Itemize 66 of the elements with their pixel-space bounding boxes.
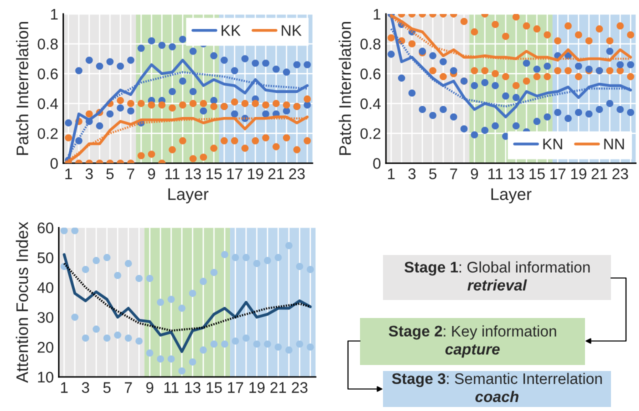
x-tick-label: 3	[408, 168, 416, 180]
x-tick-label: 1	[65, 168, 72, 180]
y-tick-label: 30	[38, 312, 54, 323]
x-tick-label: 15	[206, 168, 222, 180]
x-tick-label: 5	[106, 168, 114, 180]
x-tick-label: 21	[268, 168, 284, 180]
text: Stage 3: Semantic Interrelation coach	[392, 372, 602, 402]
x-tick-label: 9	[470, 168, 478, 180]
x-tick-label: 17	[228, 382, 244, 393]
x-tick-label: 7	[127, 168, 134, 180]
y-tick-label: 50	[38, 252, 54, 264]
y-tick-label: 1	[374, 9, 380, 20]
y-tick-label: 0.2	[38, 128, 58, 140]
text: Stage 2: Key information capture	[388, 325, 556, 358]
x-tick-label: 7	[124, 382, 132, 393]
legend-label: KN	[543, 138, 562, 150]
x-tick-label: 7	[450, 168, 458, 180]
legend-label: NN	[604, 138, 624, 150]
x-axis-title: Layer	[168, 188, 208, 204]
x-tick-label: 17	[227, 168, 242, 180]
x-tick-label: 5	[429, 168, 436, 180]
y-axis-title: Patch Interrelation	[16, 22, 28, 155]
x-tick-label: 19	[571, 168, 586, 180]
y-tick-label: 60	[38, 222, 54, 234]
y-tick-label: 0	[373, 158, 380, 169]
x-tick-label: 3	[86, 168, 93, 180]
x-tick-label: 23	[612, 168, 628, 180]
y-axis-title: Attention Focus Index	[16, 222, 28, 383]
x-tick-label: 13	[186, 168, 201, 180]
y-axis-title: Patch Interrelation	[338, 22, 352, 155]
y-tick-label: 1	[51, 9, 58, 20]
y-tick-label: 10	[38, 372, 54, 383]
y-tick-label: 0	[50, 158, 58, 169]
x-tick-label: 19	[249, 382, 265, 393]
x-tick-label: 9	[146, 382, 154, 393]
x-tick-label: 19	[248, 168, 264, 180]
legend-label: KK	[222, 25, 241, 36]
x-tick-label: 11	[164, 382, 178, 393]
x-tick-label: 21	[270, 382, 286, 393]
x-tick-label: 11	[488, 168, 502, 180]
y-tick-label: 0.6	[38, 68, 58, 80]
x-tick-label: 9	[148, 168, 156, 180]
y-tick-label: 40	[37, 282, 54, 294]
y-tick-label: 0.4	[360, 98, 381, 110]
x-tick-label: 1	[388, 168, 395, 180]
x-tick-label: 11	[166, 168, 180, 180]
legend-label: NK	[282, 25, 302, 36]
x-tick-label: 21	[592, 168, 608, 180]
x-tick-label: 13	[508, 168, 524, 180]
y-tick-label: 0.4	[38, 98, 58, 110]
x-tick-label: 15	[206, 382, 222, 393]
text: Stage 1: Global information retrieval	[404, 261, 590, 291]
y-tick-label: 0.2	[360, 128, 380, 140]
x-tick-label: 13	[185, 382, 200, 393]
y-tick-label: 0.8	[360, 38, 380, 50]
x-axis-title: Layer	[491, 188, 532, 204]
x-tick-label: 23	[289, 168, 305, 180]
x-tick-label: 1	[61, 382, 68, 393]
x-tick-label: 15	[530, 168, 545, 180]
y-tick-label: 0.6	[360, 68, 380, 80]
x-tick-label: 23	[292, 382, 308, 393]
y-tick-label: 0.8	[38, 38, 58, 50]
x-tick-label: 5	[103, 382, 111, 393]
y-tick-label: 20	[38, 342, 54, 353]
x-tick-label: 17	[550, 168, 566, 180]
x-tick-label: 3	[82, 382, 90, 393]
